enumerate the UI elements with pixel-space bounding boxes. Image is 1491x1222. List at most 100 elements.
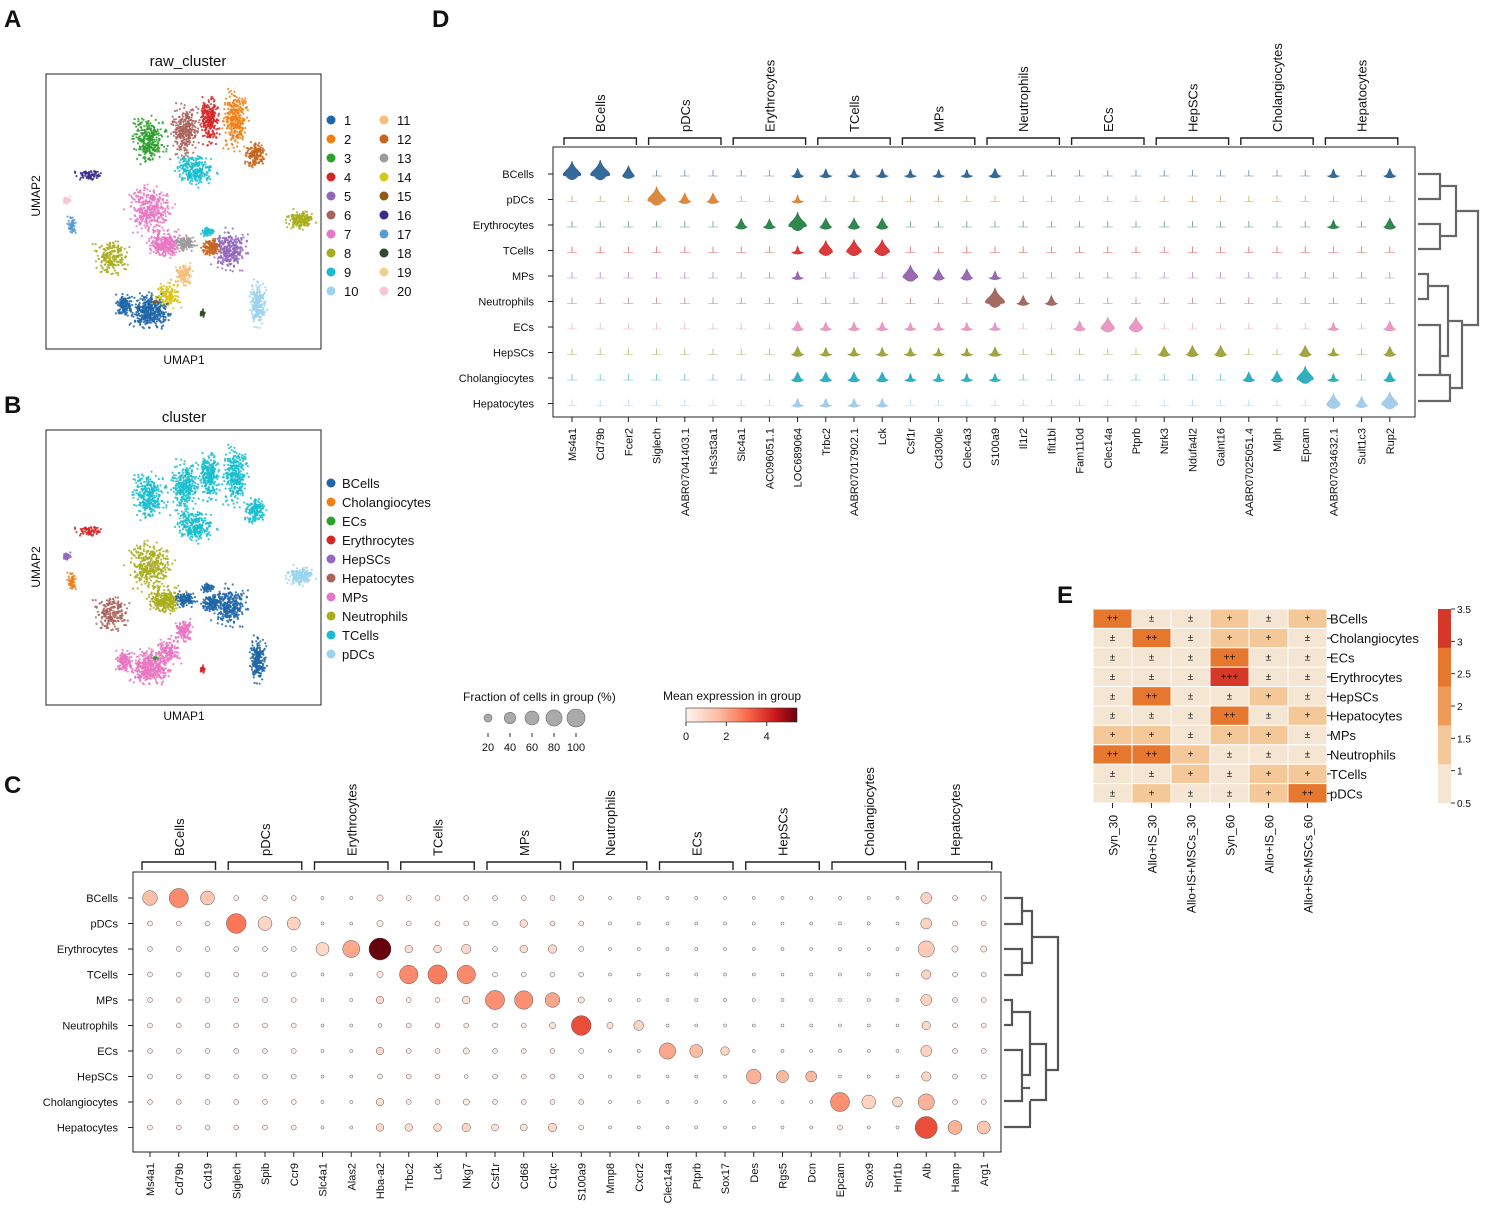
umap-point: [165, 243, 168, 246]
umap-point: [148, 291, 151, 294]
umap-point: [140, 227, 143, 230]
umap-point: [229, 263, 232, 266]
umap-point: [161, 238, 164, 241]
umap-point: [208, 140, 211, 143]
umap-point: [137, 492, 140, 495]
umap-point: [232, 264, 236, 267]
umap-point: [222, 257, 225, 260]
umap-point: [109, 242, 112, 245]
umap-point: [163, 145, 166, 148]
umap-point: [171, 239, 174, 242]
umap-point: [136, 157, 139, 161]
umap-point: [232, 134, 235, 137]
umap-point: [208, 230, 211, 233]
umap-point: [158, 224, 161, 227]
umap-point: [172, 134, 175, 137]
umap-point: [172, 284, 175, 287]
umap-point: [239, 102, 242, 106]
umap-point: [143, 189, 146, 192]
legend-a-label-18: 18: [397, 246, 411, 261]
umap-point: [184, 120, 187, 123]
umap-point: [310, 216, 313, 219]
umap-point: [160, 490, 163, 493]
umap-point: [183, 278, 186, 281]
umap-point: [166, 491, 169, 494]
umap-point: [216, 172, 219, 175]
umap-point: [169, 301, 172, 304]
umap-point: [196, 111, 199, 114]
umap-point: [186, 131, 189, 134]
umap-point: [118, 311, 121, 314]
umap-point: [144, 516, 147, 519]
umap-point: [203, 234, 206, 237]
umap-point: [209, 178, 212, 181]
umap-point: [244, 162, 247, 165]
umap-point: [183, 462, 186, 466]
umap-point: [161, 121, 164, 124]
umap-point: [135, 313, 138, 316]
umap-point: [149, 216, 152, 219]
legend-a-label-15: 15: [397, 189, 411, 204]
umap-point: [170, 294, 174, 298]
umap-point: [73, 218, 76, 222]
umap-point: [238, 150, 241, 153]
umap-point: [208, 127, 211, 130]
umap-point: [180, 510, 183, 513]
umap-point: [251, 316, 254, 319]
umap-point: [237, 133, 240, 137]
umap-point: [303, 218, 306, 221]
umap-point: [142, 327, 145, 330]
umap-point: [179, 136, 182, 139]
umap-point: [220, 251, 223, 254]
umap-point: [284, 218, 287, 221]
umap-point: [147, 225, 150, 228]
legend-a-swatch-8: [326, 248, 336, 258]
umap-point: [162, 320, 165, 323]
umap-point: [238, 107, 241, 110]
umap-point: [225, 127, 229, 130]
umap-point: [257, 318, 260, 322]
umap-point: [113, 269, 116, 272]
umap-point: [142, 217, 145, 220]
umap-point: [176, 142, 179, 145]
umap-point: [153, 505, 156, 508]
umap-point: [191, 126, 194, 129]
umap-point: [143, 481, 146, 484]
umap-point: [194, 476, 198, 479]
umap-point: [121, 295, 124, 298]
umap-point: [153, 206, 156, 209]
umap-point: [181, 269, 184, 272]
legend-a-label-2: 2: [344, 132, 351, 147]
panel-letter-a: A: [4, 6, 21, 33]
umap-point: [166, 500, 169, 503]
umap-point: [234, 250, 238, 253]
umap-point: [242, 103, 245, 106]
umap-point: [146, 483, 149, 486]
umap-point: [144, 226, 147, 229]
umap-point: [142, 499, 145, 502]
umap-point: [201, 313, 204, 316]
umap-point: [201, 143, 205, 146]
umap-point: [172, 479, 175, 483]
umap-point: [185, 154, 188, 157]
umap-point: [183, 460, 186, 463]
umap-point: [144, 160, 147, 163]
umap-point: [258, 326, 261, 329]
umap-point: [71, 216, 74, 219]
umap-point: [92, 175, 95, 178]
umap-point: [258, 141, 261, 145]
umap-point: [134, 320, 137, 323]
umap-point: [232, 254, 235, 258]
umap-point: [160, 216, 163, 219]
umap-point: [147, 142, 150, 145]
umap-point: [227, 107, 230, 110]
umap-point: [245, 239, 248, 242]
umap-point: [265, 153, 268, 156]
umap-point: [179, 267, 182, 270]
umap-point: [147, 120, 150, 123]
umap-point: [297, 224, 301, 228]
umap-point: [159, 128, 162, 131]
umap-point: [167, 249, 170, 252]
umap-point: [239, 114, 242, 117]
umap-point: [181, 469, 184, 472]
